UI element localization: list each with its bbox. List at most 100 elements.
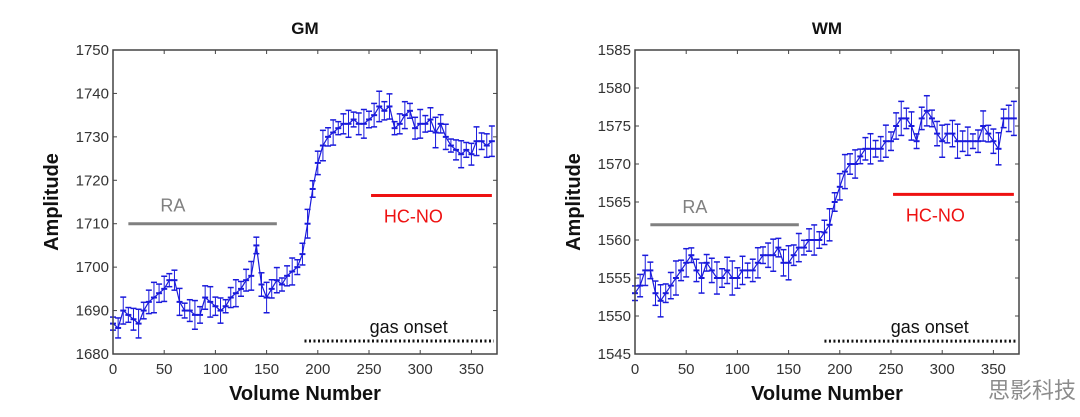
data-point bbox=[908, 111, 915, 141]
data-point bbox=[734, 267, 741, 289]
y-tick-label: 1690 bbox=[76, 303, 109, 320]
data-point bbox=[662, 283, 669, 304]
x-tick-label: 0 bbox=[109, 361, 117, 378]
data-point bbox=[770, 238, 777, 273]
data-point bbox=[166, 272, 173, 288]
data-point bbox=[688, 247, 695, 264]
y-tick-label: 1720 bbox=[76, 172, 109, 189]
data-point bbox=[422, 114, 429, 133]
data-point bbox=[488, 125, 495, 158]
data-point bbox=[852, 149, 859, 179]
data-point bbox=[463, 141, 470, 159]
data-point bbox=[319, 129, 326, 162]
data-point bbox=[217, 297, 224, 324]
data-point bbox=[340, 113, 347, 135]
data-point bbox=[120, 296, 127, 325]
x-tick-label: 300 bbox=[408, 361, 433, 378]
data-point bbox=[1000, 108, 1007, 129]
data-point bbox=[744, 262, 751, 279]
data-point bbox=[652, 280, 659, 307]
data-point bbox=[273, 266, 280, 294]
data-point bbox=[893, 112, 900, 140]
chart-gm: GM Volume Number Amplitude 0 50 100 150 200 250 3… bbox=[41, 19, 498, 405]
data-point bbox=[478, 132, 485, 151]
data-point bbox=[355, 112, 362, 136]
data-point bbox=[667, 271, 674, 300]
annotation-label: RA bbox=[160, 196, 185, 216]
data-point bbox=[150, 281, 157, 314]
data-point bbox=[923, 94, 930, 127]
y-tick-label: 1550 bbox=[598, 308, 631, 325]
data-point bbox=[888, 131, 894, 152]
data-point bbox=[693, 258, 700, 283]
data-point bbox=[396, 113, 403, 135]
data-point bbox=[202, 285, 209, 311]
data-point bbox=[826, 207, 833, 242]
y-tick-label: 1730 bbox=[76, 129, 109, 146]
data-point bbox=[806, 228, 813, 252]
data-point bbox=[145, 289, 152, 315]
data-point bbox=[289, 257, 296, 286]
data-point bbox=[186, 298, 193, 323]
data-point bbox=[898, 100, 905, 137]
data-point bbox=[253, 236, 260, 255]
data-point bbox=[637, 273, 644, 298]
y-tick-label: 1570 bbox=[598, 156, 631, 173]
data-point bbox=[243, 268, 250, 292]
data-point bbox=[719, 268, 726, 288]
data-point bbox=[227, 286, 234, 309]
data-point bbox=[391, 120, 398, 136]
x-tick-label: 50 bbox=[156, 361, 173, 378]
x-tick-label: 350 bbox=[981, 361, 1006, 378]
y-tick-label: 1560 bbox=[598, 232, 631, 249]
x-tick-label: 100 bbox=[725, 361, 750, 378]
data-point bbox=[683, 247, 690, 278]
x-tick-label: 150 bbox=[254, 361, 279, 378]
data-point bbox=[790, 244, 797, 267]
data-point bbox=[831, 192, 838, 212]
plot-frame bbox=[634, 49, 1020, 355]
watermark: 思影科技 bbox=[988, 379, 1077, 404]
data-point bbox=[468, 142, 475, 166]
data-point bbox=[785, 245, 792, 281]
x-tick-label: 300 bbox=[930, 361, 955, 378]
y-tick-label: 1740 bbox=[76, 85, 109, 102]
data-point bbox=[928, 109, 935, 128]
data-point bbox=[125, 306, 132, 324]
annotation-label: gas onset bbox=[891, 317, 969, 337]
data-point bbox=[366, 110, 372, 129]
data-point bbox=[877, 135, 884, 162]
data-point bbox=[171, 269, 178, 291]
data-point bbox=[985, 124, 992, 143]
y-tick-label: 1700 bbox=[76, 259, 109, 276]
data-point bbox=[913, 133, 920, 150]
data-point bbox=[427, 107, 434, 132]
data-point bbox=[800, 239, 807, 256]
annotation-label: gas onset bbox=[370, 317, 448, 337]
chart-wm: WM Volume Number Amplitude 0 50 100 150 200 250 3… bbox=[563, 19, 1020, 405]
x-axis-label: Volume Number bbox=[229, 383, 381, 405]
data-point bbox=[381, 100, 388, 121]
x-tick-label: 250 bbox=[878, 361, 903, 378]
data-point bbox=[964, 126, 971, 157]
data-point bbox=[115, 317, 122, 339]
data-point bbox=[1010, 100, 1017, 137]
data-point bbox=[304, 208, 311, 239]
data-point bbox=[857, 148, 864, 165]
data-point bbox=[360, 108, 367, 139]
data-point bbox=[130, 307, 137, 331]
data-point bbox=[197, 305, 204, 324]
data-point bbox=[207, 285, 214, 318]
data-point bbox=[263, 281, 270, 314]
x-tick-label: 0 bbox=[631, 361, 639, 378]
data-point bbox=[268, 278, 275, 299]
data-point bbox=[724, 256, 731, 285]
data-point bbox=[309, 179, 316, 198]
data-point bbox=[140, 301, 147, 320]
data-point bbox=[212, 296, 219, 317]
y-axis-label: Amplitude bbox=[563, 153, 585, 251]
x-tick-label: 200 bbox=[305, 361, 330, 378]
data-point bbox=[314, 150, 321, 176]
data-point bbox=[406, 102, 413, 119]
data-point bbox=[713, 261, 720, 295]
